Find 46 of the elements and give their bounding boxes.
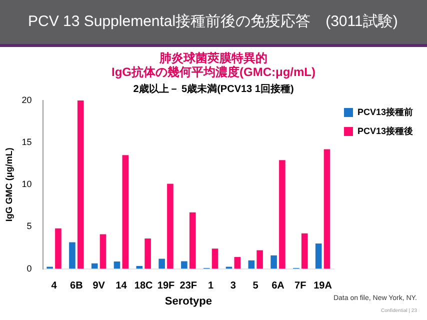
bar [189, 212, 196, 269]
x-tick-label: 1 [208, 280, 214, 292]
x-tick-label: 19F [157, 280, 175, 292]
bar [158, 258, 165, 269]
bar [69, 242, 76, 269]
bar [248, 260, 255, 269]
bar [181, 261, 188, 269]
bar [100, 234, 106, 269]
x-tick-label: 7F [294, 280, 306, 292]
x-tick-label: 18C [134, 280, 153, 292]
bar [122, 155, 129, 269]
y-axis-title: IgG GMC (μg/mL) [4, 148, 14, 222]
bar [234, 257, 241, 269]
bar [77, 100, 84, 269]
text: 2歳以上－ 5歳未満(PCV13 1回接種) [132, 82, 295, 96]
bar [315, 244, 322, 269]
y-tick-label: 10 [22, 179, 32, 190]
legend-label: PCV13接種後 [357, 126, 414, 136]
x-tick-label: 14 [116, 280, 128, 292]
bar [114, 261, 120, 269]
x-tick-label: 19A [314, 280, 332, 292]
legend-label: PCV13接種前 [357, 106, 414, 117]
x-tick-label: 23F [180, 280, 198, 292]
bar [212, 248, 218, 269]
x-tick-label: 5 [252, 280, 259, 292]
bar [256, 250, 263, 269]
x-axis-title: Serotype [164, 295, 212, 308]
y-tick-label: 0 [26, 263, 32, 274]
bar [91, 263, 98, 269]
x-tick-label: 6B [70, 280, 83, 292]
bar [301, 233, 308, 269]
y-tick-label: 5 [26, 221, 32, 232]
chart-subtitle: 肺炎球菌莢膜特異的 IgG抗体の幾何平均濃度(GMC:μg/mL) [110, 51, 316, 79]
bar [270, 255, 277, 269]
bar [55, 228, 62, 269]
chart-title: PCV 13 Supplemental接種前後の免疫応答 (3011試験) [28, 12, 398, 31]
y-tick-label: 15 [22, 136, 32, 147]
x-tick-label: 4 [51, 280, 58, 292]
x-tick-label: 6A [272, 280, 284, 292]
bar [167, 184, 174, 269]
bar [144, 238, 151, 269]
x-tick-label: 3 [230, 280, 236, 292]
bar [324, 149, 330, 269]
x-tick-label: 9V [92, 280, 106, 292]
bar [279, 160, 286, 269]
y-tick-label: 20 [22, 94, 32, 105]
